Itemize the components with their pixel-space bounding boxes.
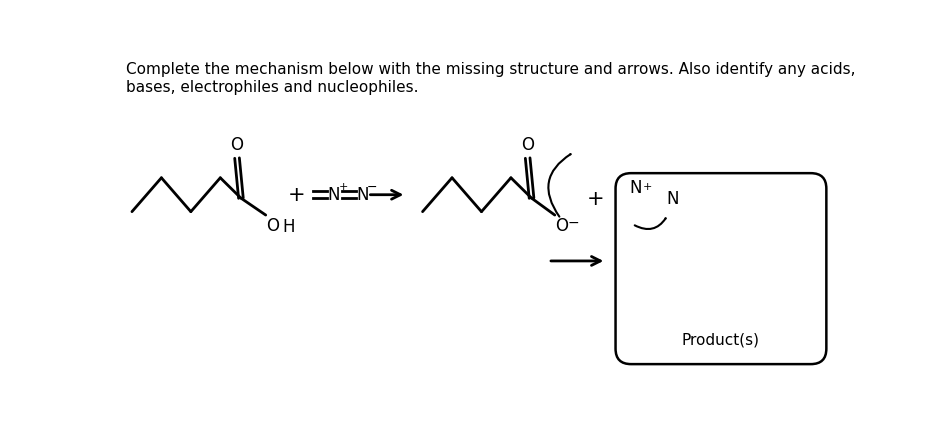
Text: O: O	[266, 217, 279, 235]
Text: +: +	[586, 189, 604, 209]
Text: O: O	[521, 136, 534, 154]
Text: N: N	[356, 187, 368, 205]
Text: +: +	[339, 182, 347, 192]
Text: +: +	[287, 185, 305, 205]
FancyBboxPatch shape	[615, 173, 826, 364]
Text: H: H	[282, 218, 295, 236]
Text: N: N	[328, 187, 340, 205]
Text: N: N	[630, 179, 642, 197]
Text: Product(s): Product(s)	[682, 332, 760, 347]
Text: O: O	[556, 217, 568, 235]
FancyArrowPatch shape	[548, 154, 570, 217]
Text: +: +	[642, 182, 651, 192]
Text: −: −	[567, 216, 579, 230]
FancyArrowPatch shape	[634, 218, 666, 229]
Text: O: O	[230, 136, 244, 154]
Text: −: −	[367, 180, 378, 194]
Text: N: N	[666, 190, 679, 208]
Text: Complete the mechanism below with the missing structure and arrows. Also identif: Complete the mechanism below with the mi…	[126, 62, 855, 95]
